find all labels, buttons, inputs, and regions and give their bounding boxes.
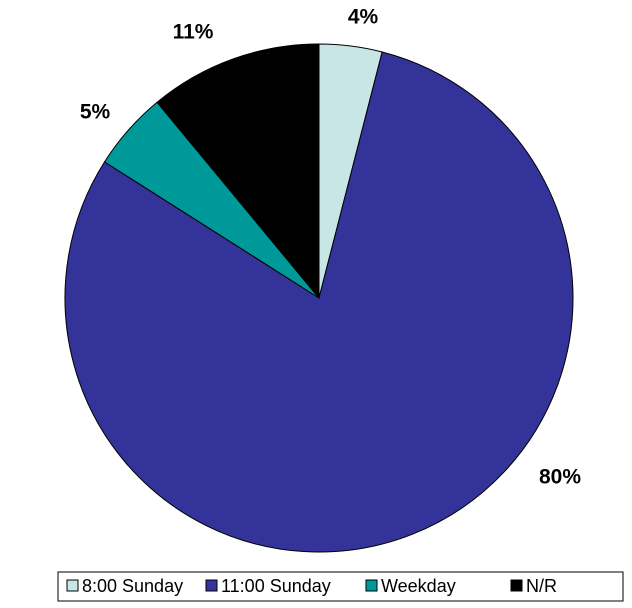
legend-swatch xyxy=(510,579,523,592)
legend-label: 11:00 Sunday xyxy=(221,576,331,596)
data-labels: 4% 80% 5% 11% xyxy=(80,6,582,489)
legend-swatch xyxy=(66,579,79,592)
legend: 8:00 Sunday 11:00 Sunday Weekday N/R xyxy=(66,576,557,596)
legend-label: N/R xyxy=(526,576,557,596)
legend-swatch xyxy=(205,579,218,592)
pie xyxy=(64,43,574,553)
pie-slice xyxy=(64,51,574,553)
legend-label: 8:00 Sunday xyxy=(82,576,183,596)
legend-box xyxy=(57,571,624,602)
data-label: 4% xyxy=(348,6,379,29)
pie-slice xyxy=(156,43,320,300)
data-label: 5% xyxy=(80,101,111,124)
data-label: 80% xyxy=(539,466,581,489)
data-label: 11% xyxy=(173,21,214,44)
legend-swatch xyxy=(365,579,378,592)
legend-label: Weekday xyxy=(381,576,456,596)
